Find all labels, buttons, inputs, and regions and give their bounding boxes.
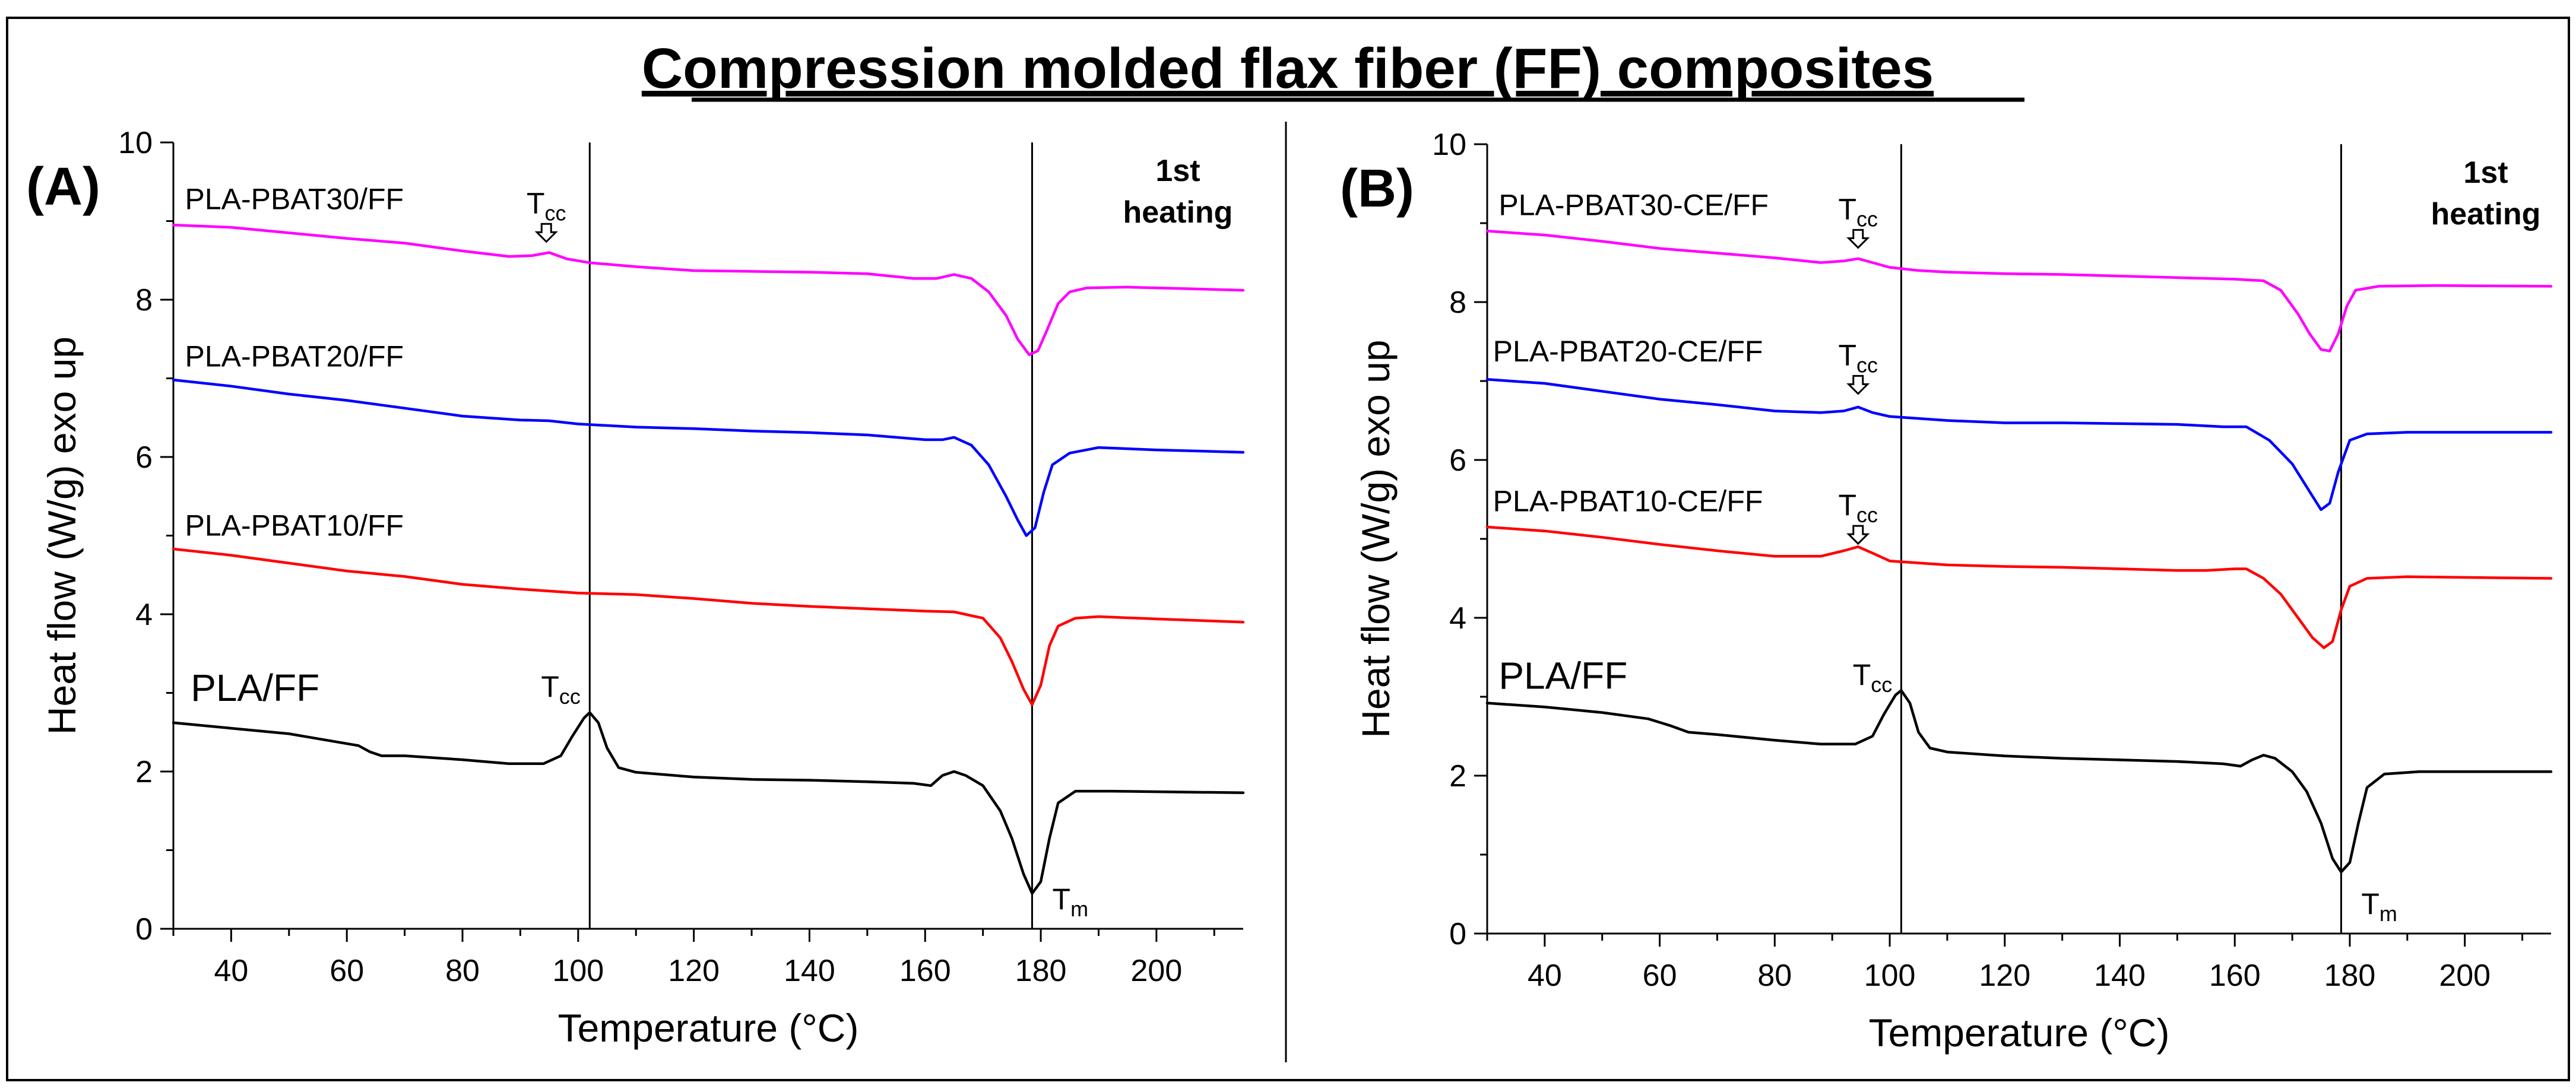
tcc-base: T [527,186,545,220]
tm-label: Tm [1053,883,1089,921]
tcc-label: Tcc [1839,488,1878,527]
series-line [1485,378,2553,512]
panel-label: (A) [26,157,100,217]
y-axis-label: Heat flow (W/g) exo up [40,337,84,735]
x-tick-label: 160 [2209,958,2261,993]
note-line-1: 1st [2463,155,2508,190]
x-tick-label: 60 [1643,958,1677,993]
y-tick-label: 6 [135,440,153,475]
tcc-label: Tcc [541,670,581,709]
y-tick-label: 8 [1449,285,1466,320]
x-tick-label: 80 [445,954,480,988]
x-axis-label: Temperature (°C) [1869,1011,2170,1055]
tcc-base: T [1839,338,1857,372]
tcc-base: T [1839,488,1857,522]
x-tick-label: 40 [1528,958,1562,993]
tcc-subscript: cc [1856,207,1878,231]
tm-subscript: m [2379,901,2397,926]
y-tick-label: 4 [135,598,153,632]
panel-a: 40 60 80 100 120 140 160 180 200 0 2 4 6 8 10 Temperatu… [26,126,1245,1050]
series-label: PLA-PBAT20/FF [185,340,404,373]
x-tick-label: 200 [2439,958,2491,993]
y-tick-label: 10 [118,126,153,160]
series-line [172,711,1245,895]
y-tick-label: 6 [1449,443,1466,478]
x-tick-label: 40 [214,954,248,988]
down-arrow-icon [1846,374,1870,395]
x-tick-label: 80 [1757,958,1792,993]
y-tick-label: 0 [135,912,153,947]
tcc-label: Tcc [1839,192,1878,231]
tcc-subscript: cc [1856,353,1878,377]
figure-border [6,17,2570,1081]
x-tick-label: 180 [1015,954,1067,988]
x-tick-label: 120 [1979,958,2030,993]
series-label: PLA-PBAT10/FF [185,509,404,542]
tcc-subscript: cc [1856,503,1878,527]
tm-subscript: m [1070,897,1088,921]
tm-base: T [2361,887,2379,920]
x-tick-label: 100 [1864,958,1916,993]
tcc-label: Tcc [1853,658,1893,697]
series-line [172,378,1245,537]
series-label: PLA-PBAT30/FF [185,183,404,216]
y-tick-label: 2 [135,755,153,789]
tcc-base: T [1853,658,1871,691]
x-tick-label: 160 [899,954,951,988]
y-tick-label: 8 [135,283,153,318]
tcc-base: T [541,670,559,703]
series-label: PLA-PBAT30-CE/FF [1498,189,1769,222]
x-tick-label: 100 [552,954,604,988]
y-tick-label: 4 [1449,601,1466,636]
tcc-label: Tcc [1839,338,1878,377]
series-label: PLA-PBAT10-CE/FF [1493,484,1763,518]
note-line-2: heating [2431,197,2541,231]
y-tick-label: 10 [1432,128,1466,162]
x-tick-label: 120 [668,954,720,988]
series-line [172,223,1245,357]
y-tick-label: 2 [1449,759,1466,793]
series-line [1485,525,2553,649]
series-label: PLA/FF [1498,655,1627,697]
note-line-1: 1st [1155,154,1200,188]
tm-label: Tm [2361,887,2397,926]
note-line-2: heating [1123,195,1233,230]
series-line [172,547,1245,706]
x-tick-label: 200 [1131,954,1183,988]
figure-title: Compression molded flax fiber (FF) compo… [642,37,1934,100]
x-tick-label: 140 [2094,958,2146,993]
series-line [1485,230,2553,353]
panel-b: 40 60 80 100 120 140 160 180 200 0 2 4 6 8 10 Temperatu… [1340,128,2553,1055]
tcc-base: T [1839,192,1857,226]
x-tick-label: 180 [2324,958,2376,993]
x-tick-label: 60 [329,954,364,988]
tcc-subscript: cc [545,201,566,225]
y-axis-label: Heat flow (W/g) exo up [1354,339,1398,738]
tcc-subscript: cc [1871,672,1892,697]
tcc-subscript: cc [559,684,581,709]
x-axis-label: Temperature (°C) [558,1006,859,1050]
series-label: PLA-PBAT20-CE/FF [1493,335,1763,368]
tcc-label: Tcc [527,186,566,225]
down-arrow-icon [1846,525,1870,545]
panel-label: (B) [1340,159,1414,218]
x-tick-label: 140 [784,954,835,988]
series-line [1485,689,2553,874]
down-arrow-icon [1846,228,1870,249]
down-arrow-icon [534,223,558,243]
series-label: PLA/FF [191,666,319,709]
y-tick-label: 0 [1449,917,1466,951]
tm-base: T [1053,883,1071,916]
